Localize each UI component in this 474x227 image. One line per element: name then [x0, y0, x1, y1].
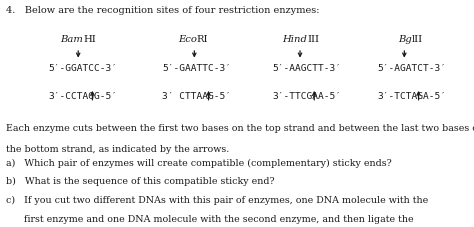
- Text: Eco: Eco: [178, 35, 197, 44]
- Text: 3′-CCTAGG-5′: 3′-CCTAGG-5′: [48, 92, 118, 101]
- Text: Hind: Hind: [283, 35, 307, 44]
- Text: 5′-AAGCTT-3′: 5′-AAGCTT-3′: [273, 64, 342, 73]
- Text: 3′ CTTAAG-5′: 3′ CTTAAG-5′: [162, 92, 231, 101]
- Text: Each enzyme cuts between the first two bases on the top strand and between the l: Each enzyme cuts between the first two b…: [6, 124, 474, 133]
- Text: RI: RI: [197, 35, 208, 44]
- Text: 3′-TTCGAA-5′: 3′-TTCGAA-5′: [273, 92, 342, 101]
- Text: 5′-GGATCC-3′: 5′-GGATCC-3′: [48, 64, 118, 73]
- Text: b)   What is the sequence of this compatible sticky end?: b) What is the sequence of this compatib…: [6, 176, 274, 185]
- Text: Bg: Bg: [398, 35, 411, 44]
- Text: the bottom strand, as indicated by the arrows.: the bottom strand, as indicated by the a…: [6, 144, 229, 153]
- Text: c)   If you cut two different DNAs with this pair of enzymes, one DNA molecule w: c) If you cut two different DNAs with th…: [6, 195, 428, 204]
- Text: a)   Which pair of enzymes will create compatible (complementary) sticky ends?: a) Which pair of enzymes will create com…: [6, 158, 392, 167]
- Text: 4.   Below are the recognition sites of four restriction enzymes:: 4. Below are the recognition sites of fo…: [6, 6, 319, 15]
- Text: 5′-GAATTC-3′: 5′-GAATTC-3′: [162, 64, 231, 73]
- Text: 3′-TCTAGA-5′: 3′-TCTAGA-5′: [377, 92, 446, 101]
- Text: III: III: [307, 35, 319, 44]
- Text: 5′-AGATCT-3′: 5′-AGATCT-3′: [377, 64, 446, 73]
- Text: lII: lII: [411, 35, 422, 44]
- Text: HI: HI: [83, 35, 96, 44]
- Text: first enzyme and one DNA molecule with the second enzyme, and then ligate the: first enzyme and one DNA molecule with t…: [6, 214, 413, 222]
- Text: Bam: Bam: [60, 35, 83, 44]
